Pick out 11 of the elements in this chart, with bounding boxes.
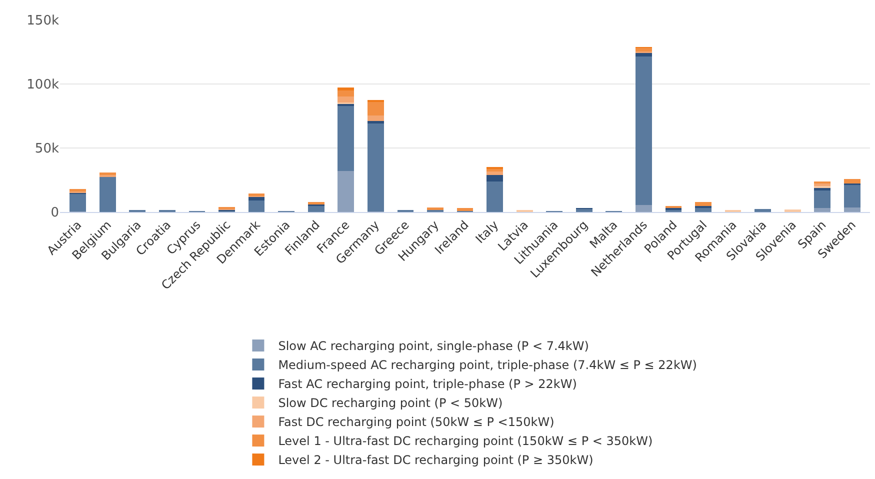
y-tick-label: 150k [26, 14, 60, 29]
legend-label: Fast DC recharging point (50kW ≤ P <150kW) [278, 415, 554, 430]
y-tick-label: 0 [50, 206, 59, 221]
y-tick-label: 50k [34, 142, 60, 157]
y-tick-label: 100k [26, 78, 60, 93]
legend-label: Fast AC recharging point, triple-phase (P > 22kW) [278, 377, 577, 392]
legend-label: Level 1 - Ultra-fast DC recharging point (150kW ≤ P < 350kW) [278, 434, 653, 448]
legend-label: Slow DC recharging point (P < 50kW) [278, 396, 503, 410]
legend-label: Slow AC recharging point, single-phase (P < 7.4kW) [278, 339, 589, 354]
legend-label: Level 2 - Ultra-fast DC recharging point (P ≥ 350kW) [278, 453, 594, 468]
legend-label: Medium-speed AC recharging point, triple-phase (7.4kW ≤ P ≤ 22kW) [278, 358, 697, 372]
